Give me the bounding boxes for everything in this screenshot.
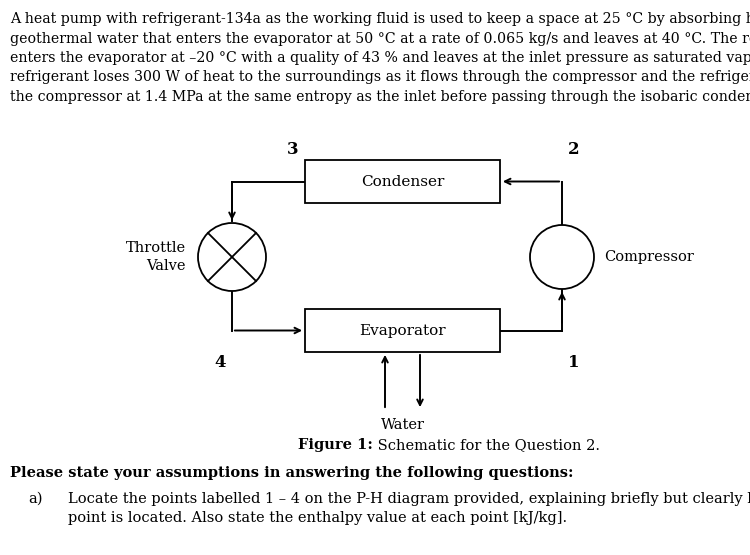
Circle shape (530, 225, 594, 289)
Text: the compressor at 1.4 MPa at the same entropy as the inlet before passing throug: the compressor at 1.4 MPa at the same en… (10, 90, 750, 104)
Text: Locate the points labelled 1 – 4 on the P-H diagram provided, explaining briefly: Locate the points labelled 1 – 4 on the … (68, 492, 750, 506)
Text: A heat pump with refrigerant-134a as the working fluid is used to keep a space a: A heat pump with refrigerant-134a as the… (10, 12, 750, 26)
Text: refrigerant loses 300 W of heat to the surroundings as it flows through the comp: refrigerant loses 300 W of heat to the s… (10, 70, 750, 84)
Bar (305, 309, 500, 352)
Text: Water: Water (380, 418, 424, 432)
Text: 3: 3 (287, 141, 299, 158)
Text: Throttle: Throttle (126, 241, 186, 255)
Text: Condenser: Condenser (361, 174, 444, 189)
Text: a): a) (28, 492, 43, 506)
Circle shape (198, 223, 266, 291)
Text: Compressor: Compressor (604, 250, 694, 264)
Bar (305, 160, 500, 203)
Text: 2: 2 (568, 141, 580, 158)
Text: 1: 1 (568, 354, 580, 371)
Text: 4: 4 (214, 354, 226, 371)
Text: Figure 1:: Figure 1: (298, 438, 373, 452)
Text: Please state your assumptions in answering the following questions:: Please state your assumptions in answeri… (10, 466, 574, 480)
Text: Valve: Valve (146, 259, 186, 273)
Text: geothermal water that enters the evaporator at 50 °C at a rate of 0.065 kg/s and: geothermal water that enters the evapora… (10, 32, 750, 46)
Text: Schematic for the Question 2.: Schematic for the Question 2. (373, 438, 600, 452)
Text: enters the evaporator at –20 °C with a quality of 43 % and leaves at the inlet p: enters the evaporator at –20 °C with a q… (10, 51, 750, 65)
Text: point is located. Also state the enthalpy value at each point [kJ/kg].: point is located. Also state the enthalp… (68, 511, 567, 525)
Text: Evaporator: Evaporator (359, 324, 446, 337)
